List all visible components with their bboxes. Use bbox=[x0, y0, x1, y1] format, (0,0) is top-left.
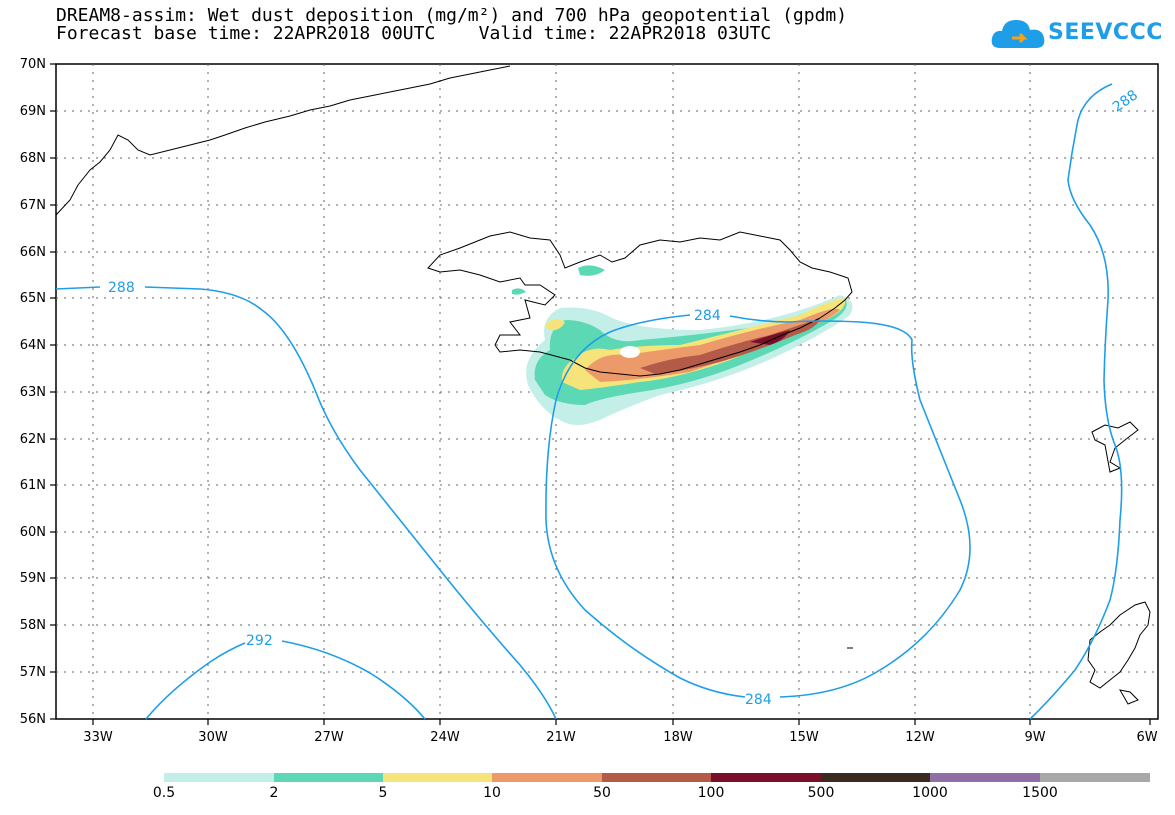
logo-text: SEEVCCC bbox=[1048, 20, 1163, 45]
lon-label: 21W bbox=[546, 730, 576, 745]
lat-label: 66N bbox=[19, 245, 46, 260]
contour-label: 288 bbox=[108, 280, 135, 296]
colorbar-label: 500 bbox=[807, 785, 835, 801]
lon-gridlines bbox=[92, 64, 1031, 719]
colorbar-label: 100 bbox=[697, 785, 725, 801]
colorbar-label: 1000 bbox=[912, 785, 948, 801]
lat-label: 69N bbox=[19, 104, 46, 119]
lon-label: 12W bbox=[905, 730, 935, 745]
lat-label: 63N bbox=[19, 385, 46, 400]
colorbar-swatch bbox=[821, 773, 930, 782]
geopotential-contours bbox=[55, 83, 1123, 720]
lat-label: 64N bbox=[19, 338, 46, 353]
greenland-coast bbox=[55, 65, 511, 216]
lat-label: 67N bbox=[19, 198, 46, 213]
colorbar-swatch bbox=[711, 773, 821, 782]
scotland-coast bbox=[1087, 601, 1151, 689]
colorbar-swatch bbox=[1040, 773, 1150, 782]
contour-label: 284 bbox=[694, 308, 721, 324]
seevccc-logo: SEEVCCC bbox=[990, 14, 1162, 58]
contour-284-main bbox=[545, 314, 971, 698]
lon-label: 27W bbox=[314, 730, 344, 745]
lat-label: 59N bbox=[19, 571, 46, 586]
contour-288-east bbox=[1029, 83, 1123, 720]
contour-288-west bbox=[55, 286, 557, 720]
colorbar-label: 2 bbox=[269, 785, 279, 801]
map-subtitle: Forecast base time: 22APR2018 00UTC Vali… bbox=[56, 23, 772, 44]
colorbar-swatch bbox=[930, 773, 1040, 782]
colorbar-label: 1500 bbox=[1022, 785, 1058, 801]
colorbar-label: 50 bbox=[593, 785, 611, 801]
lon-label: 15W bbox=[789, 730, 819, 745]
faroe-coast bbox=[1091, 421, 1139, 473]
lat-label: 57N bbox=[19, 665, 46, 680]
lon-label: 24W bbox=[430, 730, 460, 745]
lat-label: 70N bbox=[19, 57, 46, 72]
coastlines bbox=[55, 65, 1151, 705]
axis-ticks bbox=[50, 63, 1151, 725]
map-title: DREAM8-assim: Wet dust deposition (mg/m²… bbox=[56, 5, 848, 26]
lon-label: 30W bbox=[198, 730, 228, 745]
colorbar-swatch bbox=[602, 773, 711, 782]
iceland-coast bbox=[427, 231, 853, 377]
colorbar-swatch bbox=[383, 773, 492, 782]
colorbar-label: 5 bbox=[378, 785, 388, 801]
lat-label: 65N bbox=[19, 291, 46, 306]
lon-label: 9W bbox=[1024, 730, 1046, 745]
contour-label: 284 bbox=[745, 692, 772, 708]
lat-label: 68N bbox=[19, 151, 46, 166]
colorbar-label: 0.5 bbox=[152, 785, 176, 801]
contour-292 bbox=[145, 640, 426, 720]
colorbar-swatch bbox=[164, 773, 274, 782]
cloud-icon bbox=[991, 20, 1045, 48]
lat-label: 62N bbox=[19, 432, 46, 447]
lat-label: 61N bbox=[19, 478, 46, 493]
dust-deposition-field bbox=[512, 265, 853, 425]
lon-label: 6W bbox=[1136, 730, 1158, 745]
lat-label: 60N bbox=[19, 525, 46, 540]
colorbar-label: 10 bbox=[483, 785, 501, 801]
colorbar-swatch bbox=[274, 773, 383, 782]
lat-label: 56N bbox=[19, 712, 46, 727]
lon-label: 18W bbox=[663, 730, 693, 745]
contour-label: 292 bbox=[246, 633, 273, 649]
colorbar-swatch bbox=[492, 773, 602, 782]
lon-label: 33W bbox=[83, 730, 113, 745]
lat-label: 58N bbox=[19, 618, 46, 633]
